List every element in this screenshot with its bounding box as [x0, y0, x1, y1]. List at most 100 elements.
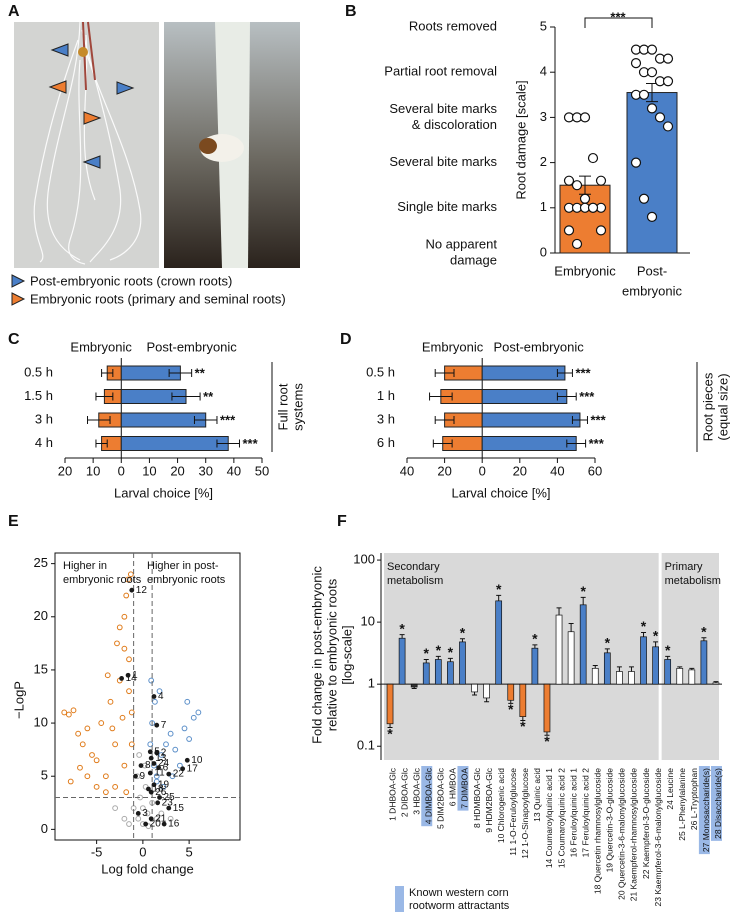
data-point: [646, 67, 658, 78]
category-label: 15 Coumaroylquinic acid 2: [556, 768, 566, 868]
error-bar: [653, 641, 659, 647]
error-bar: [484, 697, 490, 703]
error-bar: [434, 416, 455, 424]
data-point: [121, 762, 128, 769]
data-point: [121, 815, 128, 822]
data-point: [595, 175, 607, 186]
category-label: 6 HMBOA: [448, 768, 458, 807]
data-point: [119, 714, 126, 721]
y-tick-label: 6 h: [377, 435, 395, 450]
data-point: [125, 576, 131, 583]
labeled-point: [154, 722, 160, 728]
labeled-point: [129, 587, 135, 593]
category-label: 18 Quercetin rhamnosylglucoside: [593, 768, 603, 894]
data-point: [181, 725, 188, 732]
labeled-point: [154, 750, 160, 756]
side-label: Full root: [275, 383, 290, 430]
data-point: [156, 688, 163, 695]
x-tick-label: 20: [513, 463, 527, 478]
bar: [688, 669, 696, 685]
error-bar: [616, 666, 622, 672]
labeled-point: [156, 765, 162, 771]
point-label: 14: [126, 673, 138, 684]
series-header: Post-embryonic: [493, 339, 584, 354]
x-tick-label: 20: [58, 463, 72, 478]
category-label: 11 1-O-Feruloylglucose: [508, 768, 518, 856]
x-tick-label: 40: [227, 463, 241, 478]
error-bar: [556, 607, 562, 616]
y-tick-description: Several bite marks: [389, 154, 497, 169]
y-axis-title: [log-scale]: [339, 625, 354, 684]
y-tick-label: 1 h: [377, 388, 395, 403]
point-label: 10: [191, 755, 203, 766]
labeled-point: [138, 763, 144, 768]
bar: [616, 671, 623, 685]
data-point: [136, 752, 143, 758]
error-bar: [411, 687, 417, 690]
data-point: [126, 821, 132, 827]
bar: [481, 412, 581, 428]
data-point: [190, 714, 197, 721]
larva-head: [199, 138, 217, 154]
category-label: 17 Feruloylquinic acid 2: [580, 768, 590, 858]
labeled-point: [148, 755, 154, 761]
significance: ***: [220, 412, 236, 427]
significance: **: [203, 389, 214, 404]
data-point: [148, 677, 155, 684]
bar: [507, 683, 515, 701]
significance: *: [508, 701, 514, 717]
category-label: 2 DIBOA-Glc: [399, 767, 409, 817]
x-tick-label: Post-: [637, 263, 667, 278]
y-tick-label: 1.5 h: [24, 388, 53, 403]
error-bar: [399, 634, 405, 639]
error-bar: [101, 369, 114, 377]
data-point: [571, 180, 583, 191]
x-tick-label: embryonic: [622, 283, 682, 298]
bar: [481, 389, 568, 404]
data-point: [121, 613, 128, 620]
data-point: [123, 592, 130, 599]
point-label: 6: [163, 762, 169, 773]
data-point: [98, 720, 105, 726]
error-bar: [472, 691, 478, 696]
bar: [483, 683, 490, 699]
category-label: 8 HDMBOA-Glc: [472, 767, 482, 828]
category-label: 19 Quercetin-3-O-glucoside: [605, 768, 615, 873]
data-point: [144, 810, 151, 817]
data-point: [176, 762, 183, 769]
data-point: [65, 711, 72, 718]
point-label: 16: [168, 819, 180, 830]
data-point: [127, 571, 134, 578]
legend-label: rootworm attractants: [409, 900, 510, 912]
data-point: [93, 757, 100, 764]
error-bar: [713, 681, 719, 683]
bar: [603, 652, 611, 685]
labeled-point: [184, 757, 190, 763]
significance: *: [424, 645, 430, 661]
data-point: [112, 805, 119, 812]
significance: ***: [579, 389, 595, 404]
y-tick-label: 0: [41, 821, 48, 836]
labeled-point: [147, 770, 153, 776]
attractant-highlight: [710, 766, 722, 841]
data-point: [563, 225, 575, 236]
data-point: [112, 783, 119, 790]
data-point: [128, 741, 135, 748]
point-label: 15: [173, 803, 185, 814]
bar: [626, 92, 678, 254]
point-label: 24: [158, 758, 170, 769]
data-point: [147, 741, 154, 748]
x-tick-label: 60: [588, 463, 602, 478]
bar: [481, 365, 566, 381]
data-point: [139, 805, 146, 812]
significance: *: [653, 628, 659, 644]
x-tick-label: 40: [400, 463, 414, 478]
bar: [555, 614, 563, 685]
data-point: [563, 175, 575, 186]
point-label: 17: [187, 763, 199, 774]
labeled-point: [143, 821, 149, 827]
error-bar: [193, 416, 218, 424]
significance-bracket: [584, 17, 653, 28]
error-bar: [459, 638, 465, 642]
significance: ***: [242, 436, 258, 451]
